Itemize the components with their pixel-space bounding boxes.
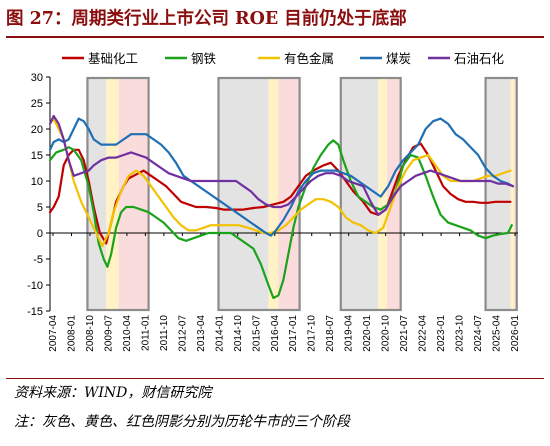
legend-label-3: 有色金属 (284, 51, 334, 66)
chart-legend: 基础化工 钢铁 有色金属 煤炭 石油石化 (62, 51, 505, 66)
x-tick-label: 2008-01 (66, 315, 77, 352)
bull-market-shading (87, 77, 517, 311)
y-tick-label: 25 (31, 98, 43, 110)
shade-yellow (268, 77, 279, 311)
data-source: 资料来源：WIND，财信研究院 (14, 385, 212, 401)
x-tick-label: 2017-01 (288, 315, 299, 352)
shade-red (118, 77, 149, 311)
y-tick-label: 15 (31, 150, 43, 162)
chart-axes: -15 -10 -5 0 5 10 15 20 25 30 2007-04 2008-01 2008-1… (27, 72, 521, 352)
shade-yellow (510, 77, 515, 311)
shade-gray (485, 77, 511, 311)
x-tick-label: 2019-04 (344, 315, 355, 352)
x-tick-label: 2009-07 (103, 315, 114, 352)
y-tick-label: 5 (37, 202, 43, 214)
title-rule (6, 36, 544, 38)
series-line-4 (48, 117, 515, 237)
shading-note: 注：灰色、黄色、红色阴影分别为历轮牛市的三个阶段 (14, 414, 350, 430)
x-tick-label: 2012-07 (177, 315, 188, 352)
x-tick-label: 2014-01 (214, 315, 225, 352)
x-tick-label: 2010-04 (122, 315, 133, 352)
x-tick-label: 2018-07 (325, 315, 336, 352)
x-tick-label: 2024-07 (473, 315, 484, 352)
y-tick-label: 20 (31, 124, 43, 136)
x-tick-label: 2026-01 (510, 315, 521, 352)
shade-red (278, 77, 300, 311)
x-tick-label: 2023-01 (436, 315, 447, 352)
x-tick-label: 2011-01 (140, 315, 151, 351)
bull-market-boxes (86, 76, 518, 312)
series-line-2 (48, 139, 513, 300)
legend-label-1: 基础化工 (88, 51, 138, 66)
series-lines (48, 114, 515, 300)
x-tick-label: 2007-04 (48, 315, 59, 352)
x-tick-label: 2008-10 (85, 315, 96, 352)
shade-yellow (106, 77, 119, 311)
x-tick-label: 2020-10 (381, 315, 392, 352)
shade-gray (340, 77, 379, 311)
legend-label-4: 煤炭 (386, 51, 411, 66)
x-tick-label: 2011-10 (159, 315, 170, 351)
phase-box (339, 76, 402, 312)
y-tick-label: 10 (31, 176, 43, 188)
phase-box (86, 76, 150, 312)
legend-label-5: 石油石化 (454, 51, 505, 66)
y-tick-label: 0 (37, 228, 43, 240)
x-tick-label: 2021-07 (399, 315, 410, 352)
x-tick-label: 2013-04 (196, 315, 207, 352)
y-tick-label: -5 (33, 254, 43, 266)
y-tick-label: 30 (31, 72, 43, 84)
shade-gray (218, 77, 269, 311)
y-tick-label: -10 (27, 280, 43, 292)
phase-box (484, 76, 518, 312)
x-tick-label: 2017-10 (307, 315, 318, 352)
x-tick-label: 2014-10 (233, 315, 244, 352)
x-tick-label: 2016-04 (270, 315, 281, 352)
figure-title: 图 27：周期类行业上市公司 ROE 目前仍处于底部 (6, 9, 407, 29)
y-tick-label: -15 (27, 306, 43, 318)
x-tick-label: 2022-04 (418, 315, 429, 352)
footer-rule (6, 378, 544, 379)
series-line-5 (48, 114, 515, 216)
roe-line-chart: -15 -10 -5 0 5 10 15 20 25 30 2007-04 2008-01 2008-1… (27, 51, 521, 352)
x-tick-label: 2025-04 (492, 315, 503, 352)
shade-red (514, 77, 517, 311)
x-tick-label: 2023-10 (455, 315, 466, 352)
x-tick-label: 2020-01 (362, 315, 373, 352)
legend-label-2: 钢铁 (191, 51, 217, 66)
series-line-3 (48, 117, 512, 248)
x-tick-label: 2015-07 (251, 315, 262, 352)
